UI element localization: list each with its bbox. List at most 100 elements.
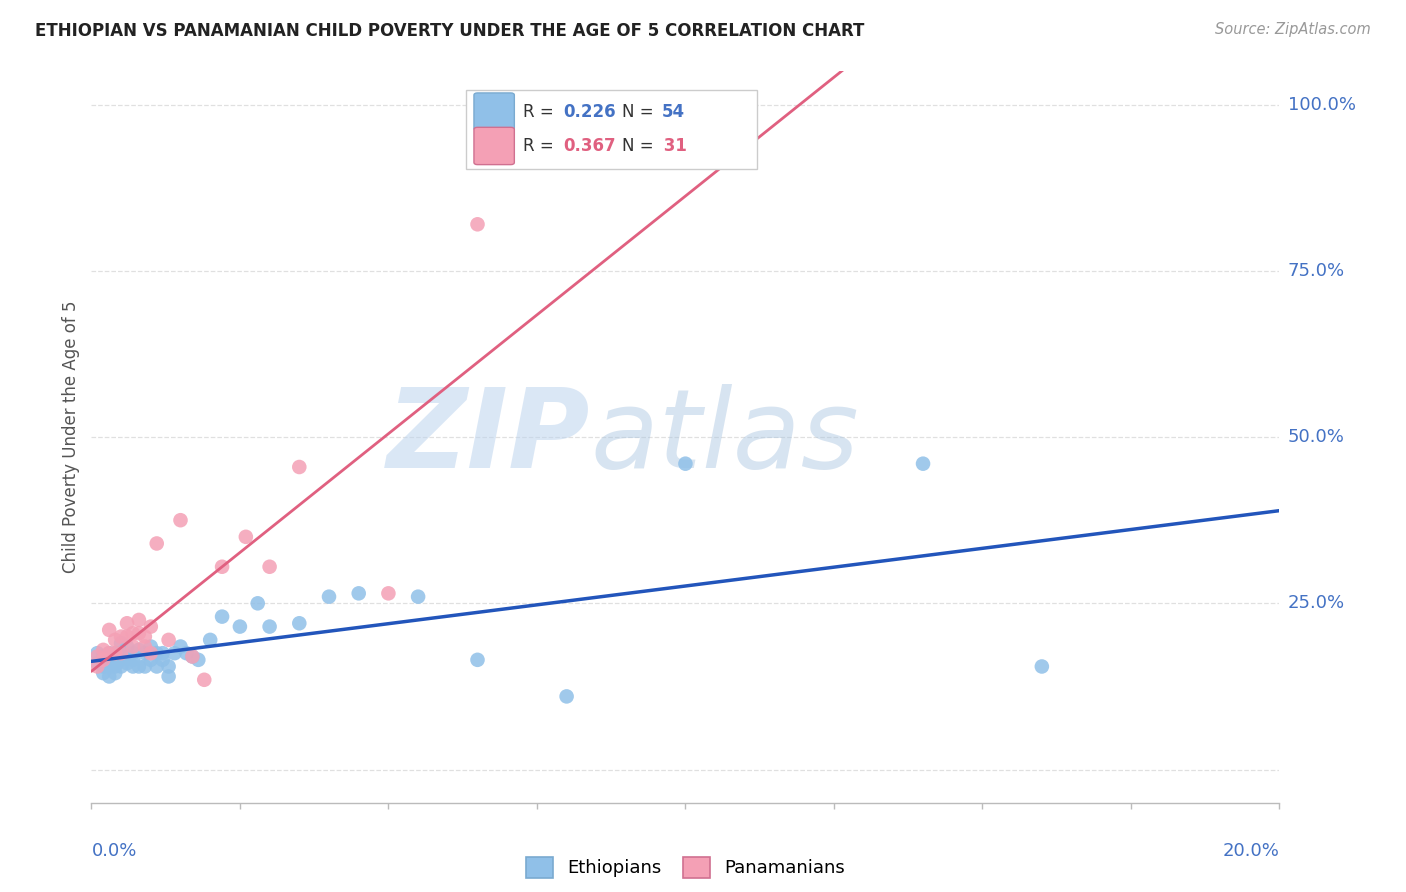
Point <box>157 632 180 647</box>
Point <box>122 653 145 667</box>
Point <box>115 649 138 664</box>
FancyBboxPatch shape <box>474 93 515 130</box>
Point <box>139 619 162 633</box>
Point <box>128 643 150 657</box>
Text: 0.367: 0.367 <box>562 137 616 155</box>
Point <box>200 632 222 647</box>
Point <box>110 630 132 644</box>
Point <box>193 673 215 687</box>
Point <box>1031 659 1053 673</box>
Point <box>134 646 156 660</box>
Point <box>152 646 174 660</box>
Point <box>86 649 108 664</box>
Point <box>110 636 132 650</box>
Point <box>104 653 127 667</box>
Text: 100.0%: 100.0% <box>1288 95 1355 113</box>
Text: ZIP: ZIP <box>387 384 591 491</box>
Point <box>246 596 269 610</box>
Point <box>229 619 252 633</box>
Point <box>115 656 138 670</box>
Point <box>104 646 127 660</box>
Point <box>128 626 150 640</box>
Point <box>110 653 132 667</box>
Text: atlas: atlas <box>591 384 859 491</box>
Text: 0.0%: 0.0% <box>91 842 136 860</box>
Point <box>555 690 578 704</box>
Point <box>911 457 934 471</box>
Text: 31: 31 <box>658 137 688 155</box>
Point <box>169 513 191 527</box>
Text: 54: 54 <box>662 103 685 120</box>
Point <box>122 659 145 673</box>
Point <box>86 659 108 673</box>
Point <box>467 653 489 667</box>
Point <box>86 656 108 670</box>
Point <box>110 659 132 673</box>
Point <box>104 659 127 673</box>
Point <box>181 649 204 664</box>
Point <box>181 649 204 664</box>
Point <box>134 640 156 654</box>
Y-axis label: Child Poverty Under the Age of 5: Child Poverty Under the Age of 5 <box>62 301 80 574</box>
Point <box>406 590 429 604</box>
Text: N =: N = <box>623 103 659 120</box>
Point <box>91 653 114 667</box>
Point <box>98 623 121 637</box>
Point <box>377 586 399 600</box>
Point <box>115 616 138 631</box>
Point <box>157 669 180 683</box>
Point <box>98 646 121 660</box>
Text: 75.0%: 75.0% <box>1288 262 1346 280</box>
Point <box>467 217 489 231</box>
Point <box>86 646 108 660</box>
Point <box>122 646 145 660</box>
Point <box>110 646 132 660</box>
Point <box>152 653 174 667</box>
Point <box>318 590 340 604</box>
FancyBboxPatch shape <box>474 128 515 165</box>
Point <box>91 666 114 681</box>
Point <box>288 616 311 631</box>
Point <box>259 559 281 574</box>
Point <box>91 649 114 664</box>
Point <box>139 653 162 667</box>
Point <box>139 640 162 654</box>
Text: 25.0%: 25.0% <box>1288 594 1346 612</box>
Point <box>673 457 696 471</box>
Point <box>288 460 311 475</box>
Point <box>169 640 191 654</box>
Point <box>235 530 257 544</box>
Text: N =: N = <box>623 137 659 155</box>
Point <box>122 640 145 654</box>
Point <box>115 640 138 654</box>
Text: 50.0%: 50.0% <box>1288 428 1344 446</box>
Point <box>98 669 121 683</box>
Legend: Ethiopians, Panamanians: Ethiopians, Panamanians <box>526 857 845 878</box>
Point <box>104 646 127 660</box>
Point <box>98 659 121 673</box>
Point <box>104 632 127 647</box>
Point <box>211 559 233 574</box>
Point <box>128 659 150 673</box>
Text: 0.226: 0.226 <box>562 103 616 120</box>
Point <box>104 666 127 681</box>
Point <box>115 630 138 644</box>
Text: R =: R = <box>523 103 558 120</box>
Point <box>145 659 167 673</box>
Point <box>91 659 114 673</box>
Text: Source: ZipAtlas.com: Source: ZipAtlas.com <box>1215 22 1371 37</box>
Point <box>347 586 370 600</box>
Point <box>128 613 150 627</box>
Point <box>134 630 156 644</box>
Point <box>139 646 162 660</box>
Point <box>145 536 167 550</box>
Point <box>163 646 186 660</box>
Point <box>176 646 198 660</box>
Point <box>157 659 180 673</box>
Point <box>98 653 121 667</box>
Point <box>187 653 209 667</box>
Point <box>211 609 233 624</box>
Point <box>259 619 281 633</box>
Point <box>145 646 167 660</box>
Point <box>134 659 156 673</box>
